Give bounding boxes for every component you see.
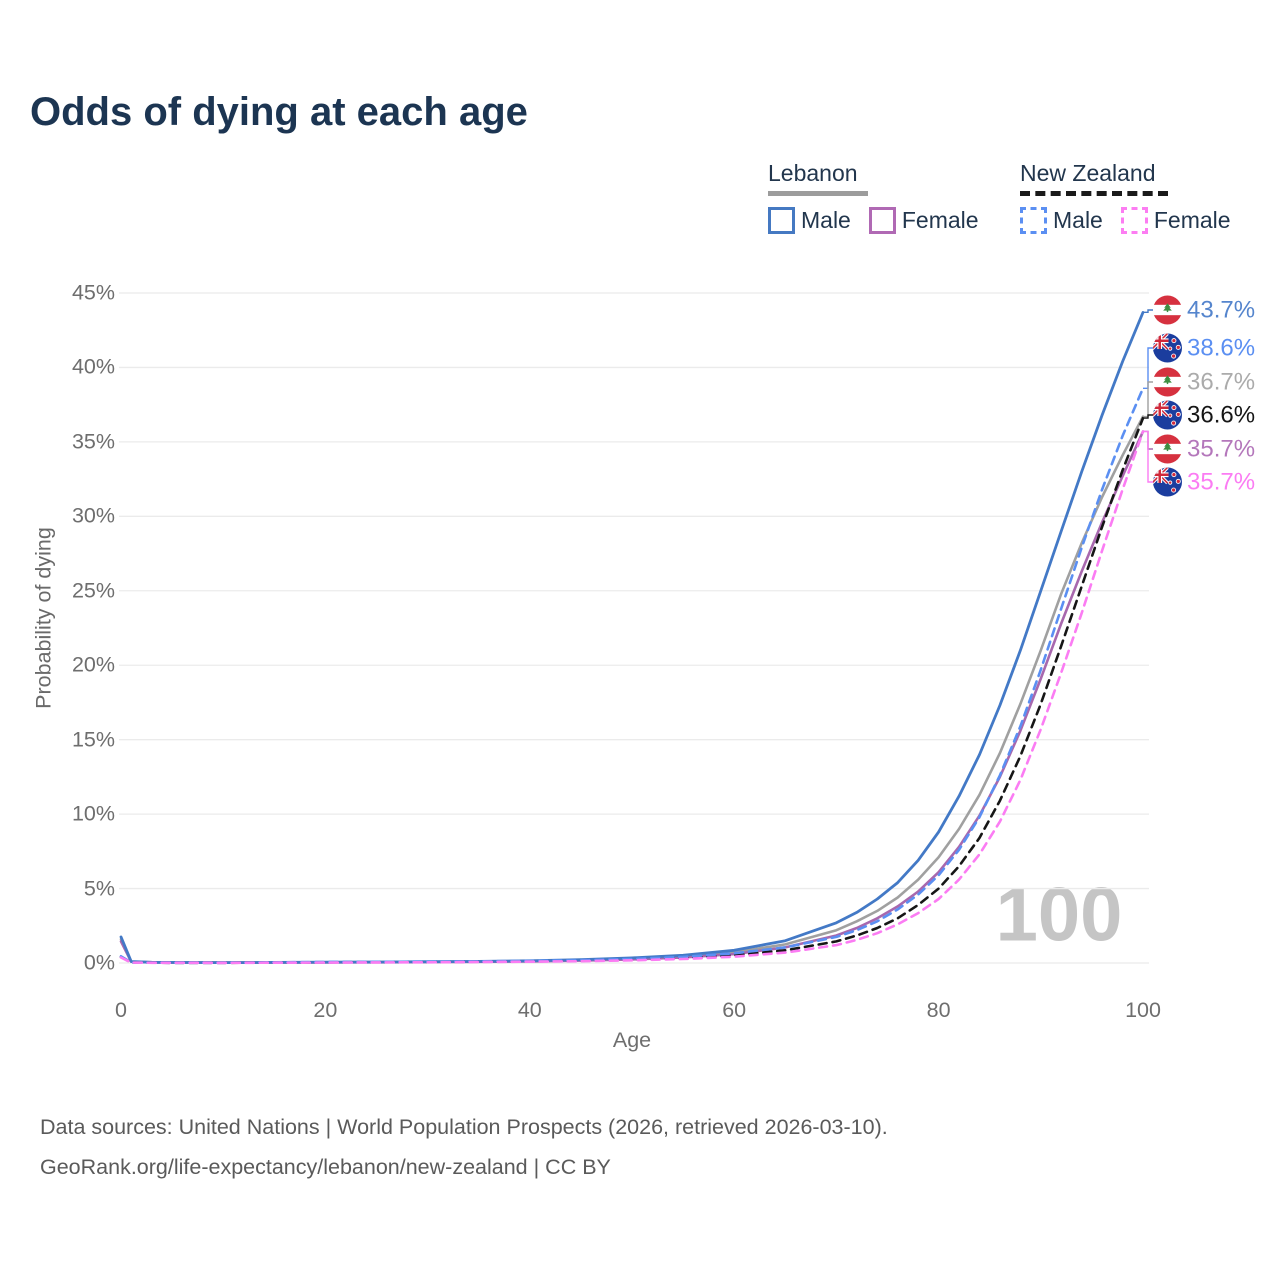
y-tick-label: 5%: [83, 876, 115, 901]
end-value-label: 43.7%: [1187, 296, 1256, 323]
end-value-label: 35.7%: [1187, 468, 1256, 495]
leader-line: [1143, 309, 1153, 314]
end-label-new-zealand-male: 38.6%: [1153, 334, 1255, 363]
legend-item-label: Female: [901, 207, 979, 233]
series-line-new-zealand-all[interactable]: [119, 416, 1145, 965]
end-value-label: 36.6%: [1187, 401, 1256, 428]
x-tick-label: 80: [926, 998, 951, 1022]
new-zealand-female-swatch-icon: [1120, 207, 1148, 234]
leader-line: [1143, 414, 1153, 419]
attribution-line: GeoRank.org/life-expectancy/lebanon/new-…: [40, 1155, 611, 1179]
series-line-new-zealand-female[interactable]: [119, 430, 1145, 965]
data-sources-line: Data sources: United Nations | World Pop…: [40, 1115, 888, 1139]
lebanon-male-swatch-icon: [768, 207, 795, 234]
new-zealand-flag-icon: [1153, 468, 1182, 497]
end-label-new-zealand-all: 36.6%: [1153, 401, 1255, 430]
y-tick-label: 40%: [71, 354, 115, 379]
legend-country-new-zealand: New Zealand: [1020, 160, 1156, 186]
y-tick-label: 20%: [71, 652, 115, 677]
lebanon-flag-icon: [1153, 368, 1182, 397]
legend-group-new-zealand: New Zealand Male Female: [1020, 160, 1231, 234]
leader-line: [1143, 430, 1153, 483]
legend-linestyle-dashed-sample: [1020, 191, 1168, 196]
x-axis-title: Age: [612, 1028, 652, 1052]
legend-item-label: Male: [801, 207, 851, 233]
end-label-lebanon-female: 35.7%: [1153, 435, 1255, 464]
legend-group-lebanon: Lebanon Male Female: [768, 160, 979, 234]
end-value-label: 35.7%: [1187, 435, 1256, 462]
y-tick-label: 0%: [83, 950, 115, 975]
end-label-lebanon-all: 36.7%: [1153, 368, 1255, 397]
end-value-label: 38.6%: [1187, 334, 1256, 361]
legend-item-new-zealand-male[interactable]: Male: [1020, 207, 1103, 234]
leader-line: [1143, 347, 1153, 389]
x-tick-label: 0: [115, 998, 127, 1022]
leader-line: [1143, 381, 1153, 418]
x-tick-label: 60: [722, 998, 747, 1022]
legend-item-label: Male: [1053, 207, 1103, 233]
x-tick-label: 20: [313, 998, 338, 1022]
series-line-lebanon-all[interactable]: [119, 415, 1145, 964]
legend-linestyle-solid-sample: [768, 191, 868, 196]
lebanon-flag-icon: [1153, 296, 1182, 325]
end-value-label: 36.7%: [1187, 368, 1256, 395]
y-tick-label: 10%: [71, 801, 115, 826]
y-tick-label: 30%: [71, 503, 115, 528]
y-axis-title: Probability of dying: [31, 527, 56, 709]
x-tick-label: 40: [517, 998, 542, 1022]
y-tick-label: 25%: [71, 578, 115, 603]
x-tick-label: 100: [1125, 998, 1161, 1022]
series-line-lebanon-female[interactable]: [119, 430, 1145, 964]
age-counter-watermark: 100: [995, 872, 1123, 958]
lebanon-flag-icon: [1153, 435, 1182, 464]
series-line-new-zealand-male[interactable]: [119, 386, 1145, 965]
footer: Data sources: United Nations | World Pop…: [40, 1107, 888, 1187]
new-zealand-male-swatch-icon: [1020, 207, 1047, 234]
legend-item-lebanon-female[interactable]: Female: [868, 207, 979, 234]
new-zealand-flag-icon: [1153, 334, 1182, 363]
y-tick-label: 35%: [71, 429, 115, 454]
chart-title: Odds of dying at each age: [30, 90, 528, 134]
legend-country-lebanon: Lebanon: [768, 160, 858, 186]
y-tick-label: 45%: [71, 280, 115, 305]
series-line-lebanon-male[interactable]: [119, 310, 1145, 964]
legend-item-lebanon-male[interactable]: Male: [768, 207, 851, 234]
end-label-lebanon-male: 43.7%: [1153, 296, 1255, 325]
legend-item-new-zealand-female[interactable]: Female: [1120, 207, 1231, 234]
lebanon-female-swatch-icon: [868, 207, 896, 234]
end-label-new-zealand-female: 35.7%: [1153, 468, 1255, 497]
new-zealand-flag-icon: [1153, 401, 1182, 430]
y-tick-label: 15%: [71, 727, 115, 752]
legend-item-label: Female: [1153, 207, 1231, 233]
